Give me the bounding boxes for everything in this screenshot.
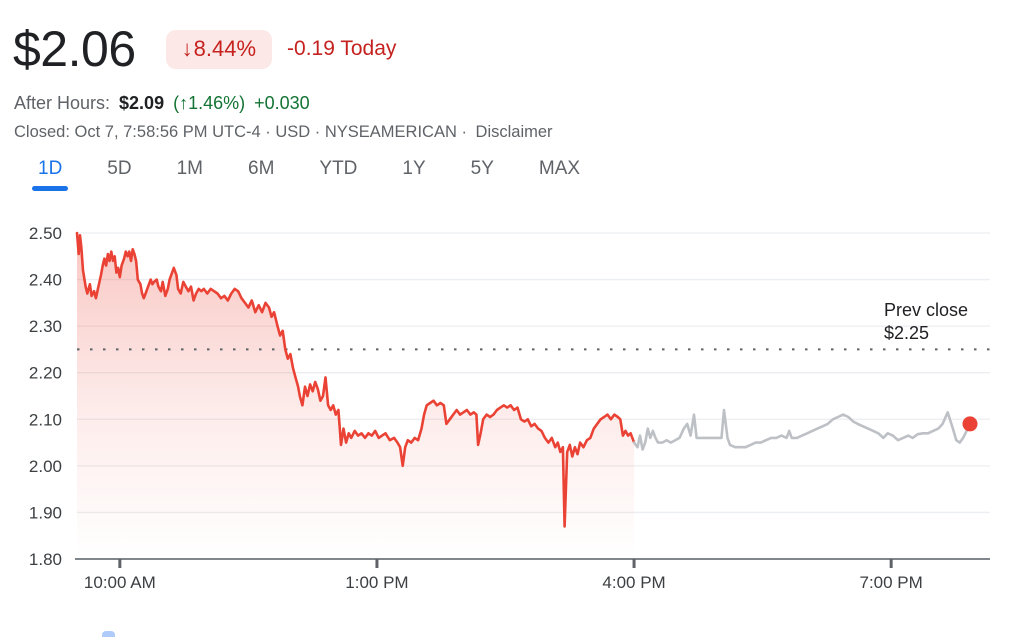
prev-close-value: $2.25 (884, 323, 929, 343)
tab-5y[interactable]: 5Y (465, 156, 500, 194)
after-hours-amount-change: +0.030 (254, 93, 310, 113)
y-axis-label: 2.20 (29, 364, 62, 383)
x-axis-label: 7:00 PM (859, 573, 922, 592)
y-axis-label: 2.30 (29, 317, 62, 336)
price-chart-svg: 10:00 AM 1:00 PM 4:00 PM 7:00 PM 2.50 2.40 2.3… (29, 224, 990, 592)
market-status-line: Closed: Oct 7, 7:58:56 PM UTC-4 · USD · … (14, 123, 553, 142)
market-hours-area-fill (77, 233, 635, 559)
y-axis-label: 2.40 (29, 271, 62, 290)
closed-status-text: Closed: Oct 7, 7:58:56 PM UTC-4 · USD · … (14, 123, 467, 141)
x-axis-label: 10:00 AM (84, 573, 156, 592)
tab-label: 1Y (402, 158, 426, 179)
price-line-market-hours (75, 231, 636, 528)
disclaimer-link[interactable]: Disclaimer (475, 123, 553, 141)
price-chart[interactable]: 10:00 AM 1:00 PM 4:00 PM 7:00 PM 2.50 2.40 2.3… (0, 210, 1024, 636)
after-hours-row: After Hours: $2.09 (↑1.46%) +0.030 (14, 93, 310, 114)
after-hours-label: After Hours: (14, 93, 111, 113)
partial-element-below-fold (102, 631, 115, 637)
price-line-after-hours (632, 408, 972, 451)
percent-change-value: 8.44% (193, 36, 257, 61)
active-tab-underline (32, 186, 69, 191)
prev-close-label: Prev close (884, 300, 968, 320)
tab-6m[interactable]: 6M (242, 156, 280, 194)
y-axis-label: 2.00 (29, 457, 62, 476)
tab-max[interactable]: MAX (533, 156, 586, 194)
tab-label: YTD (319, 158, 358, 179)
tab-1d[interactable]: 1D (32, 156, 69, 194)
tab-label: 5Y (470, 158, 494, 179)
current-price-dot (962, 416, 978, 432)
y-axis-label: 2.50 (29, 224, 62, 243)
y-axis-label: 1.90 (29, 503, 62, 522)
tab-1y[interactable]: 1Y (396, 156, 431, 194)
change-today: -0.19 Today (287, 37, 397, 60)
tab-1m[interactable]: 1M (171, 156, 209, 194)
after-hours-price: $2.09 (119, 93, 165, 113)
y-axis-label: 1.80 (29, 550, 62, 569)
x-axis-label: 1:00 PM (345, 573, 408, 592)
down-arrow-icon: ↓ (181, 36, 193, 61)
time-range-tabs: 1D 5D 1M 6M YTD 1Y 5Y MAX (32, 156, 586, 194)
tab-label: MAX (538, 158, 581, 179)
x-axis-label: 4:00 PM (602, 573, 665, 592)
tab-label: 5D (107, 158, 132, 179)
tab-label: 1M (176, 158, 203, 179)
tab-5d[interactable]: 5D (101, 156, 137, 194)
tab-ytd[interactable]: YTD (313, 156, 363, 194)
tab-label: 1D (38, 158, 63, 179)
y-axis-label: 2.10 (29, 410, 62, 429)
percent-change-badge: ↓ 8.44% (165, 29, 273, 69)
tab-label: 6M (248, 158, 275, 179)
price-header: $2.06 ↓ 8.44% -0.19 Today (13, 21, 397, 77)
current-price: $2.06 (13, 21, 136, 77)
after-hours-percent-change: (↑1.46%) (173, 93, 246, 113)
